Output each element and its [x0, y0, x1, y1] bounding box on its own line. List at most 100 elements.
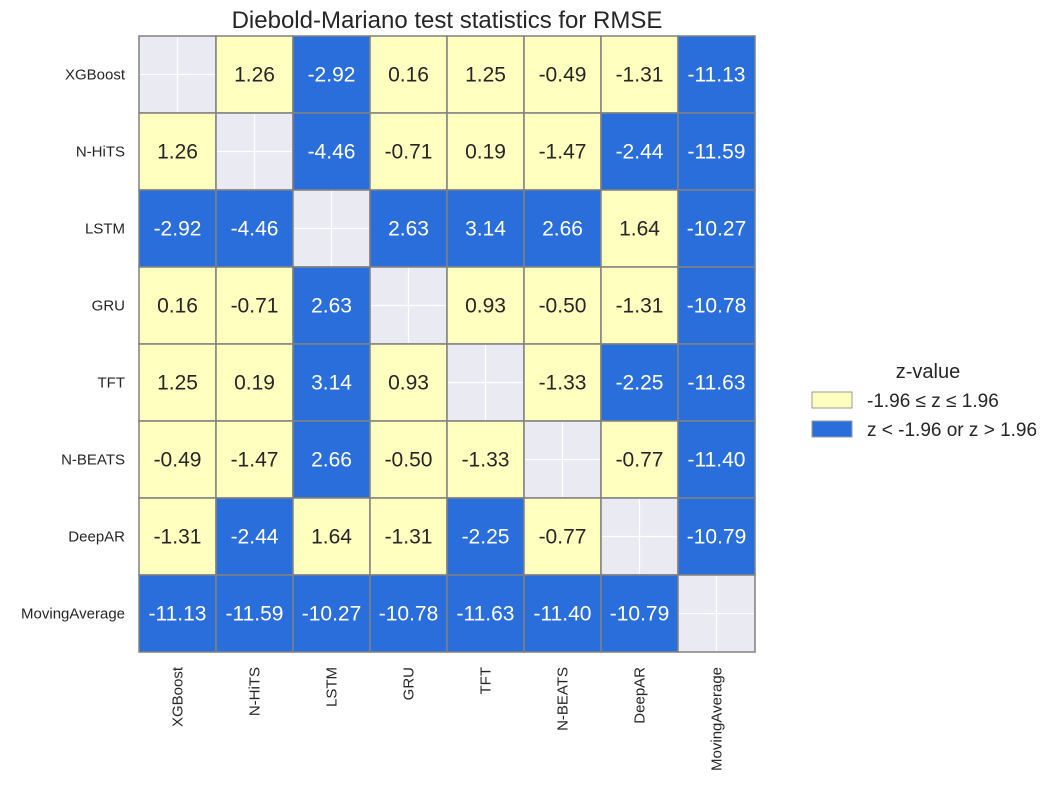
cell-value-label: 3.14	[311, 372, 352, 395]
heatmap-cell-n-hits-lstm	[292, 112, 371, 191]
cell-value-label: 0.16	[388, 64, 429, 87]
x-tick-label: MovingAverage	[709, 667, 726, 771]
cell-value-label: -2.92	[308, 64, 356, 87]
y-tick-label: N-HiTS	[76, 144, 125, 161]
legend: z-value -1.96 ≤ z ≤ 1.96 z < -1.96 or z …	[811, 361, 1037, 441]
heatmap-cell-deepar-movingaverage	[677, 497, 756, 576]
heatmap-cell-lstm-deepar	[600, 189, 679, 268]
heatmap-cell-gru-movingaverage	[677, 266, 756, 345]
cell-value-label: 1.64	[311, 526, 352, 549]
cell-value-label: -2.44	[231, 526, 279, 549]
cell-value-label: -11.59	[688, 141, 746, 164]
legend-title: z-value	[896, 361, 960, 383]
cell-value-label: 0.19	[465, 141, 506, 164]
heatmap-cell-deepar-tft	[446, 497, 525, 576]
cell-value-label: 3.14	[465, 218, 506, 241]
legend-swatch-significant	[811, 420, 853, 438]
heatmap-cell-n-beats-gru	[369, 420, 448, 499]
cell-value-label: -0.50	[385, 449, 433, 472]
legend-swatch-insignificant	[811, 391, 853, 409]
cell-value-label: -0.71	[385, 141, 433, 164]
y-tick-label: N-BEATS	[61, 452, 125, 469]
heatmap-cell-deepar-lstm	[292, 497, 371, 576]
cell-value-label: -11.63	[457, 603, 515, 626]
heatmap-cell-lstm-tft	[446, 189, 525, 268]
cell-value-label: 2.66	[542, 218, 583, 241]
cell-value-label: 0.16	[157, 295, 198, 318]
heatmap-cell-movingaverage-n-beats	[523, 574, 602, 653]
cell-value-label: -1.31	[385, 526, 433, 549]
cell-value-label: 2.66	[311, 449, 352, 472]
cell-value-label: -1.47	[539, 141, 587, 164]
heatmap-cell-xgboost-n-beats	[523, 35, 602, 114]
cell-value-label: -1.47	[231, 449, 279, 472]
legend-label-significant: z < -1.96 or z > 1.96	[867, 420, 1037, 441]
heatmap-cell-tft-movingaverage	[677, 343, 756, 422]
y-axis-tick-labels: XGBoost N-HiTS LSTM GRU TFT N-BEATS DeepAR Movi…	[21, 67, 126, 623]
x-tick-label: LSTM	[324, 667, 341, 707]
cell-value-label: -10.27	[302, 603, 362, 626]
heatmap-cell-xgboost-gru	[369, 35, 448, 114]
cell-value-label: 2.63	[311, 295, 352, 318]
x-tick-label: GRU	[401, 667, 418, 700]
cell-value-label: -11.40	[534, 603, 592, 626]
cell-value-label: -1.31	[154, 526, 202, 549]
cell-value-label: -11.63	[688, 372, 746, 395]
heatmap-cell-movingaverage-gru	[369, 574, 448, 653]
heatmap-cell-n-hits-gru	[369, 112, 448, 191]
heatmap-cell-tft-lstm	[292, 343, 371, 422]
heatmap-cell-gru-tft	[446, 266, 525, 345]
cell-value-label: -2.92	[154, 218, 202, 241]
cell-value-label: -11.40	[688, 449, 746, 472]
cell-value-label: -1.31	[616, 295, 664, 318]
cell-value-label: -10.79	[687, 526, 747, 549]
cell-value-label: -10.79	[610, 603, 670, 626]
cell-value-label: 0.93	[388, 372, 429, 395]
cell-value-label: -2.25	[462, 526, 510, 549]
heatmap-cells	[138, 35, 756, 653]
cell-value-label: -1.31	[616, 64, 664, 87]
x-tick-label: N-HiTS	[247, 667, 264, 716]
y-tick-label: DeepAR	[68, 529, 125, 546]
x-tick-label: N-BEATS	[555, 667, 572, 731]
cell-value-label: -0.77	[539, 526, 587, 549]
heatmap-cell-xgboost-deepar	[600, 35, 679, 114]
heatmap-cell-movingaverage-lstm	[292, 574, 371, 653]
heatmap-cell-lstm-movingaverage	[677, 189, 756, 268]
heatmap-cell-n-hits-n-beats	[523, 112, 602, 191]
cell-value-label: -10.78	[687, 295, 747, 318]
cell-value-label: 1.25	[465, 64, 506, 87]
y-tick-label: MovingAverage	[21, 606, 125, 623]
legend-label-insignificant: -1.96 ≤ z ≤ 1.96	[867, 391, 999, 412]
chart-title: Diebold-Mariano test statistics for RMSE	[232, 7, 663, 34]
cell-value-label: -11.59	[226, 603, 284, 626]
y-tick-label: XGBoost	[65, 67, 126, 84]
cell-value-label: -11.13	[149, 603, 207, 626]
heatmap-cell-gru-n-hits	[215, 266, 294, 345]
cell-value-label: -10.78	[379, 603, 439, 626]
cell-value-label: 0.19	[234, 372, 275, 395]
cell-value-label: 1.26	[157, 141, 198, 164]
heatmap-cell-n-hits-movingaverage	[677, 112, 756, 191]
heatmap-cell-xgboost-lstm	[292, 35, 371, 114]
y-tick-label: LSTM	[85, 221, 125, 238]
cell-value-label: 1.25	[157, 372, 198, 395]
y-tick-label: GRU	[92, 298, 125, 315]
heatmap-cell-tft-deepar	[600, 343, 679, 422]
cell-value-label: -0.50	[539, 295, 587, 318]
x-tick-label: DeepAR	[632, 667, 649, 724]
cell-value-label: -0.71	[231, 295, 279, 318]
cell-value-label: -11.13	[688, 64, 746, 87]
cell-value-label: -0.49	[154, 449, 202, 472]
heatmap-cell-n-beats-movingaverage	[677, 420, 756, 499]
y-tick-label: TFT	[98, 375, 126, 392]
x-tick-label: TFT	[478, 667, 495, 695]
cell-value-label: -1.33	[462, 449, 510, 472]
heatmap-cell-tft-n-beats	[523, 343, 602, 422]
heatmap-cell-movingaverage-xgboost	[138, 574, 217, 653]
heatmap-cell-xgboost-n-hits	[215, 35, 294, 114]
cell-value-label: 0.93	[465, 295, 506, 318]
cell-value-label: -4.46	[308, 141, 356, 164]
x-axis-tick-labels: XGBoost N-HiTS LSTM GRU TFT N-BEATS DeepAR Movi…	[170, 666, 726, 771]
